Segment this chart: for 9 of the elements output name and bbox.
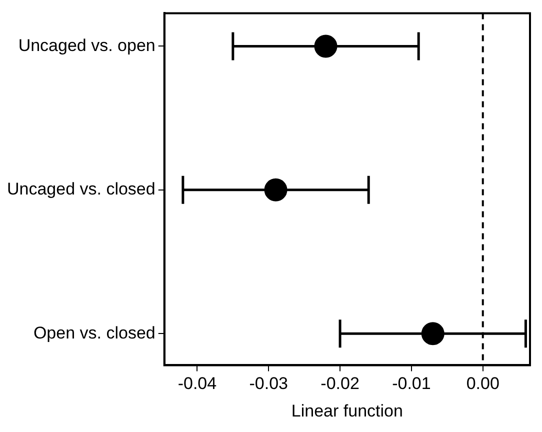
- y-tick-label: Open vs. closed: [33, 323, 156, 342]
- x-tick-label: 0.00: [466, 374, 500, 394]
- x-axis-title: Linear function: [291, 401, 403, 420]
- x-tick-label: -0.03: [249, 374, 288, 394]
- x-tick-label: -0.04: [178, 374, 217, 394]
- x-tick-label: -0.02: [320, 374, 360, 394]
- y-tick-label: Uncaged vs. open: [18, 36, 156, 55]
- y-tick-label: Uncaged vs. closed: [6, 180, 156, 199]
- x-tick-label: -0.01: [392, 374, 431, 394]
